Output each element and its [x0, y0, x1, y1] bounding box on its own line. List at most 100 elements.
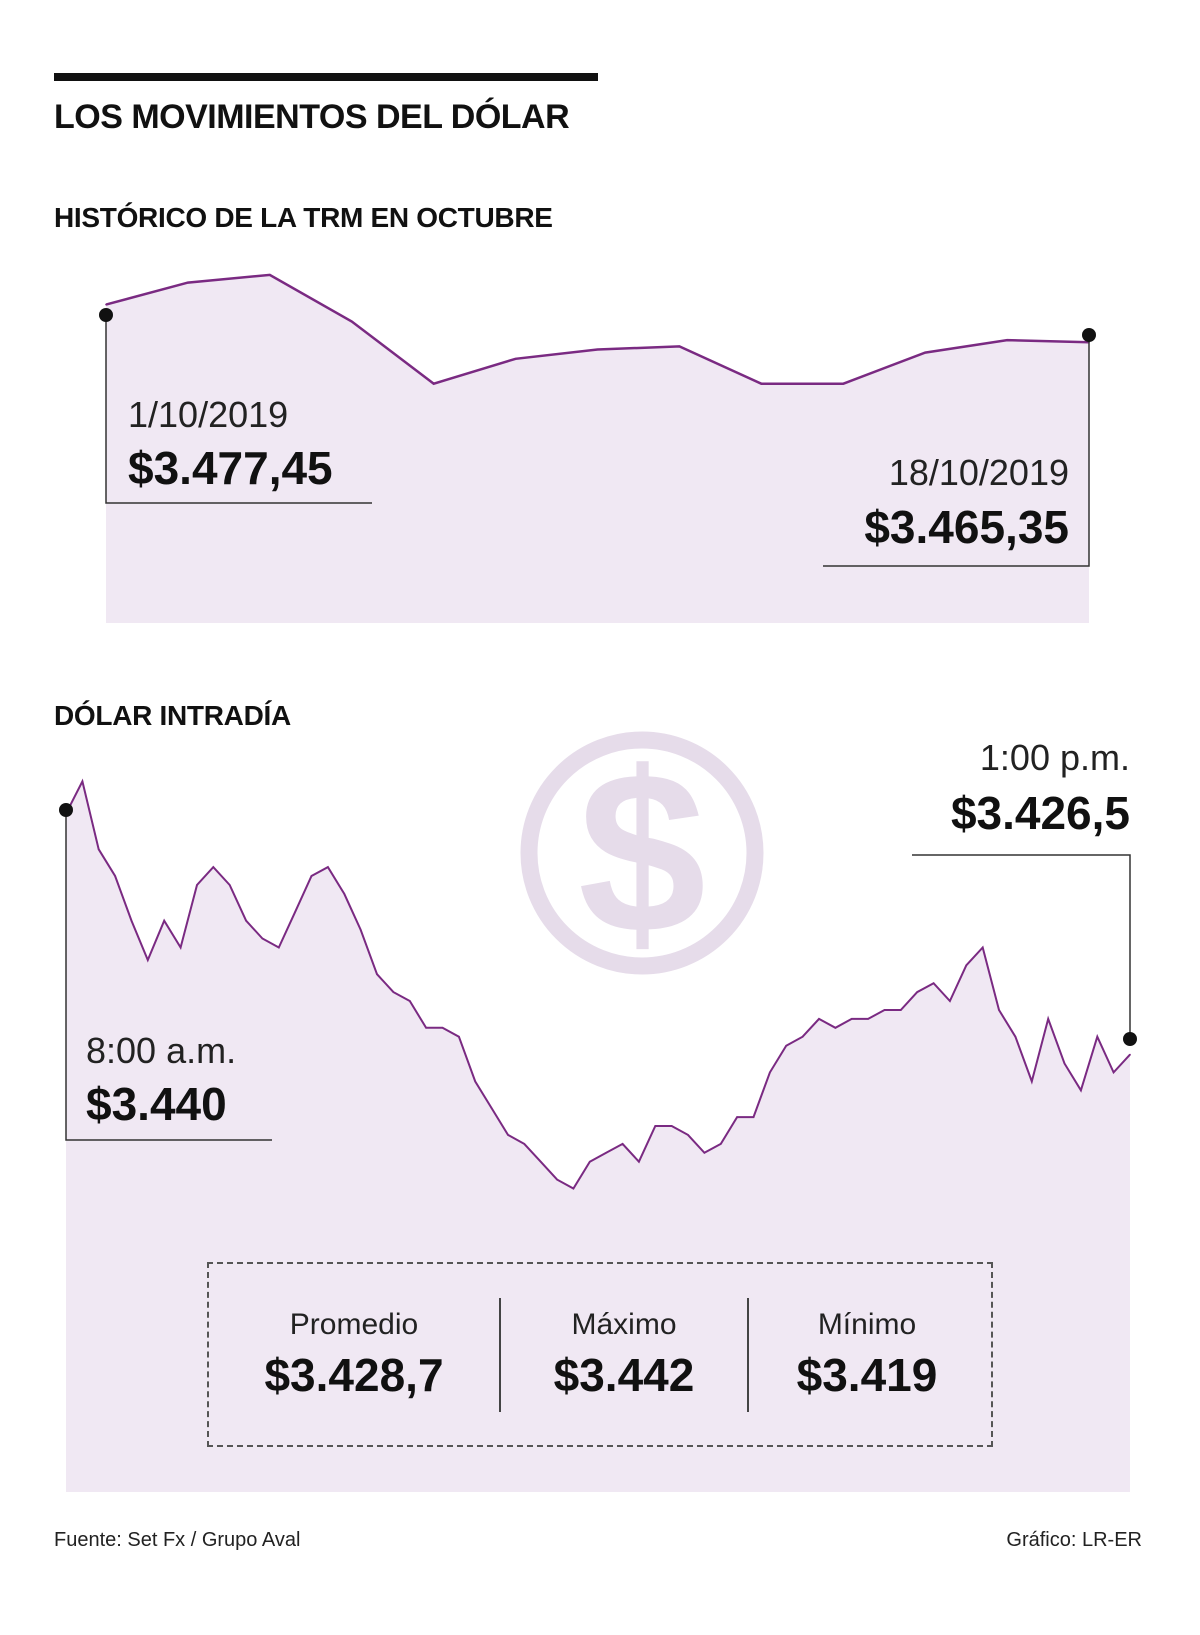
stat-average-label: Promedio — [289, 1308, 419, 1341]
chart-2-point — [1014, 1035, 1017, 1038]
chart-2-point — [278, 946, 280, 949]
chart-2-point — [785, 1044, 787, 1047]
chart-2-point — [1047, 1018, 1049, 1020]
chart-2-point — [310, 875, 313, 877]
chart-2-point — [245, 919, 247, 922]
footer-credit: Gráfico: LR-ER — [1006, 1529, 1142, 1551]
chart-2-point — [850, 1018, 853, 1020]
chart-1-point — [1006, 339, 1008, 341]
chart-2-point — [179, 946, 182, 949]
chart-2-point — [670, 1125, 673, 1127]
chart-1-point — [105, 303, 107, 306]
chart-1-point — [596, 348, 599, 351]
chart-2-callout-right — [912, 854, 1131, 1039]
chart-1-title: HISTÓRICO DE LA TRM EN OCTUBRE — [54, 202, 553, 233]
chart-2-point — [523, 1143, 526, 1145]
chart-2-point — [654, 1125, 657, 1127]
chart-1-point — [842, 382, 845, 385]
chart-1-end-date: 18/10/2019 — [889, 452, 1069, 493]
chart-2-point — [458, 1035, 460, 1038]
stat-divider — [747, 1298, 749, 1412]
chart-2-point — [900, 1009, 902, 1011]
chart-2-point — [720, 1143, 722, 1145]
chart-2-point — [212, 866, 215, 868]
chart-1-start-value: $3.477,45 — [128, 442, 333, 494]
chart-2-point — [1129, 1053, 1131, 1056]
chart-2-point — [572, 1187, 575, 1190]
chart-1-point — [924, 351, 926, 354]
chart-1-end-value: $3.465,35 — [864, 501, 1069, 553]
chart-2-point — [752, 1116, 755, 1118]
page-title: LOS MOVIMIENTOS DEL DÓLAR — [54, 98, 570, 136]
chart-2-point — [965, 964, 968, 967]
chart-2-point — [589, 1160, 591, 1163]
chart-1-point — [678, 345, 681, 348]
chart-2-point — [490, 1107, 493, 1109]
chart-2-end-marker — [1123, 1032, 1137, 1046]
chart-1-area — [106, 274, 1089, 623]
chart-2-point — [327, 866, 329, 868]
chart-2-point — [834, 1027, 837, 1029]
chart-2-point — [949, 1000, 951, 1002]
stat-average-value: $3.428,7 — [264, 1349, 444, 1401]
chart-1-point — [351, 320, 353, 323]
chart-2-point — [507, 1134, 509, 1136]
stat-min: Mínimo $3.419 — [749, 1264, 985, 1445]
chart-2-point — [425, 1027, 427, 1029]
stat-divider — [499, 1298, 501, 1412]
chart-2-point — [261, 937, 264, 940]
chart-2-point — [687, 1134, 689, 1136]
chart-2-point — [130, 919, 133, 922]
chart-2-point — [932, 982, 935, 984]
chart-2-point — [81, 780, 84, 783]
chart-1-end-marker — [1082, 328, 1096, 342]
chart-2-point — [196, 884, 198, 886]
chart-2-point — [703, 1152, 706, 1154]
chart-2-point — [638, 1160, 640, 1163]
chart-2-point — [769, 1071, 771, 1074]
chart-1-point — [760, 382, 763, 385]
chart-1-start-marker — [99, 308, 113, 322]
chart-1-point — [514, 358, 517, 360]
chart-2-point — [294, 911, 297, 913]
footer-source: Fuente: Set Fx / Grupo Aval — [54, 1529, 301, 1551]
chart-2-point — [409, 1000, 411, 1002]
chart-2-point — [1080, 1089, 1082, 1092]
svg-text:$: $ — [578, 724, 706, 981]
chart-2-point — [539, 1160, 542, 1163]
chart-2-start-time: 8:00 a.m. — [86, 1030, 236, 1071]
chart-2-point — [621, 1143, 624, 1145]
chart-2-point — [163, 919, 165, 922]
chart-2-area — [66, 781, 1130, 1492]
chart-2-point — [605, 1152, 607, 1154]
chart-2-point — [998, 1009, 1000, 1011]
chart-2-point — [1063, 1062, 1066, 1065]
chart-2-point — [376, 973, 378, 975]
chart-1-point — [269, 274, 271, 276]
stat-max: Máximo $3.442 — [501, 1264, 747, 1445]
chart-2-point — [97, 848, 100, 851]
chart-2-end-time: 1:00 p.m. — [980, 737, 1130, 778]
chart-2-point — [981, 946, 984, 949]
chart-2-point — [801, 1035, 804, 1038]
chart-1-callout-right — [823, 335, 1090, 567]
chart-2-point — [916, 991, 918, 993]
chart-2-point — [867, 1018, 869, 1020]
chart-2-point — [147, 959, 149, 961]
chart-2-point — [359, 928, 362, 931]
stat-average: Promedio $3.428,7 — [229, 1264, 479, 1445]
chart-2-start-value: $3.440 — [86, 1078, 227, 1130]
chart-2-title: DÓLAR INTRADÍA — [54, 700, 291, 731]
chart-2-point — [114, 875, 116, 877]
dollar-sign-icon: $ — [520, 724, 764, 981]
chart-2-point — [818, 1018, 820, 1020]
chart-2-line — [65, 778, 1131, 1190]
chart-1-start-date: 1/10/2019 — [128, 394, 288, 435]
chart-2-point — [556, 1178, 558, 1181]
stat-max-value: $3.442 — [553, 1349, 695, 1401]
stat-min-label: Mínimo — [817, 1308, 917, 1341]
stat-max-label: Máximo — [571, 1308, 677, 1341]
chart-2-point — [1112, 1071, 1115, 1074]
chart-2-point — [883, 1009, 886, 1011]
